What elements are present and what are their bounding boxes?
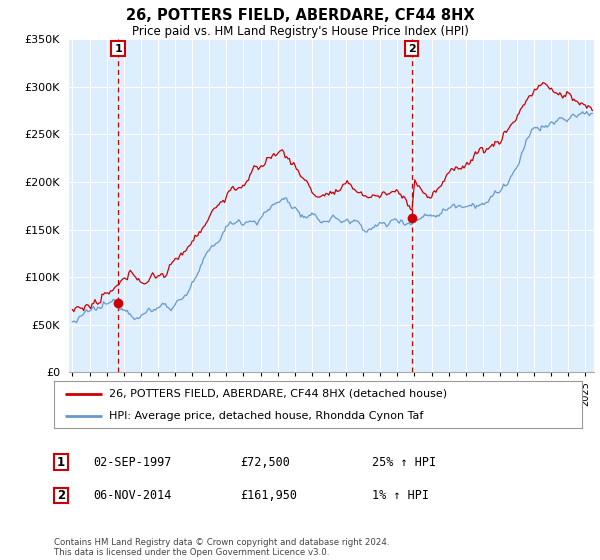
Text: 1: 1 [114, 44, 122, 54]
Text: 25% ↑ HPI: 25% ↑ HPI [372, 455, 436, 469]
Text: Price paid vs. HM Land Registry's House Price Index (HPI): Price paid vs. HM Land Registry's House … [131, 25, 469, 38]
Text: HPI: Average price, detached house, Rhondda Cynon Taf: HPI: Average price, detached house, Rhon… [109, 410, 424, 421]
Text: 1% ↑ HPI: 1% ↑ HPI [372, 489, 429, 502]
Text: £161,950: £161,950 [240, 489, 297, 502]
Text: Contains HM Land Registry data © Crown copyright and database right 2024.
This d: Contains HM Land Registry data © Crown c… [54, 538, 389, 557]
Text: 26, POTTERS FIELD, ABERDARE, CF44 8HX (detached house): 26, POTTERS FIELD, ABERDARE, CF44 8HX (d… [109, 389, 448, 399]
Text: 1: 1 [57, 455, 65, 469]
Text: 2: 2 [408, 44, 416, 54]
Text: 2: 2 [57, 489, 65, 502]
Text: £72,500: £72,500 [240, 455, 290, 469]
Text: 26, POTTERS FIELD, ABERDARE, CF44 8HX: 26, POTTERS FIELD, ABERDARE, CF44 8HX [125, 8, 475, 24]
Text: 06-NOV-2014: 06-NOV-2014 [93, 489, 172, 502]
Text: 02-SEP-1997: 02-SEP-1997 [93, 455, 172, 469]
